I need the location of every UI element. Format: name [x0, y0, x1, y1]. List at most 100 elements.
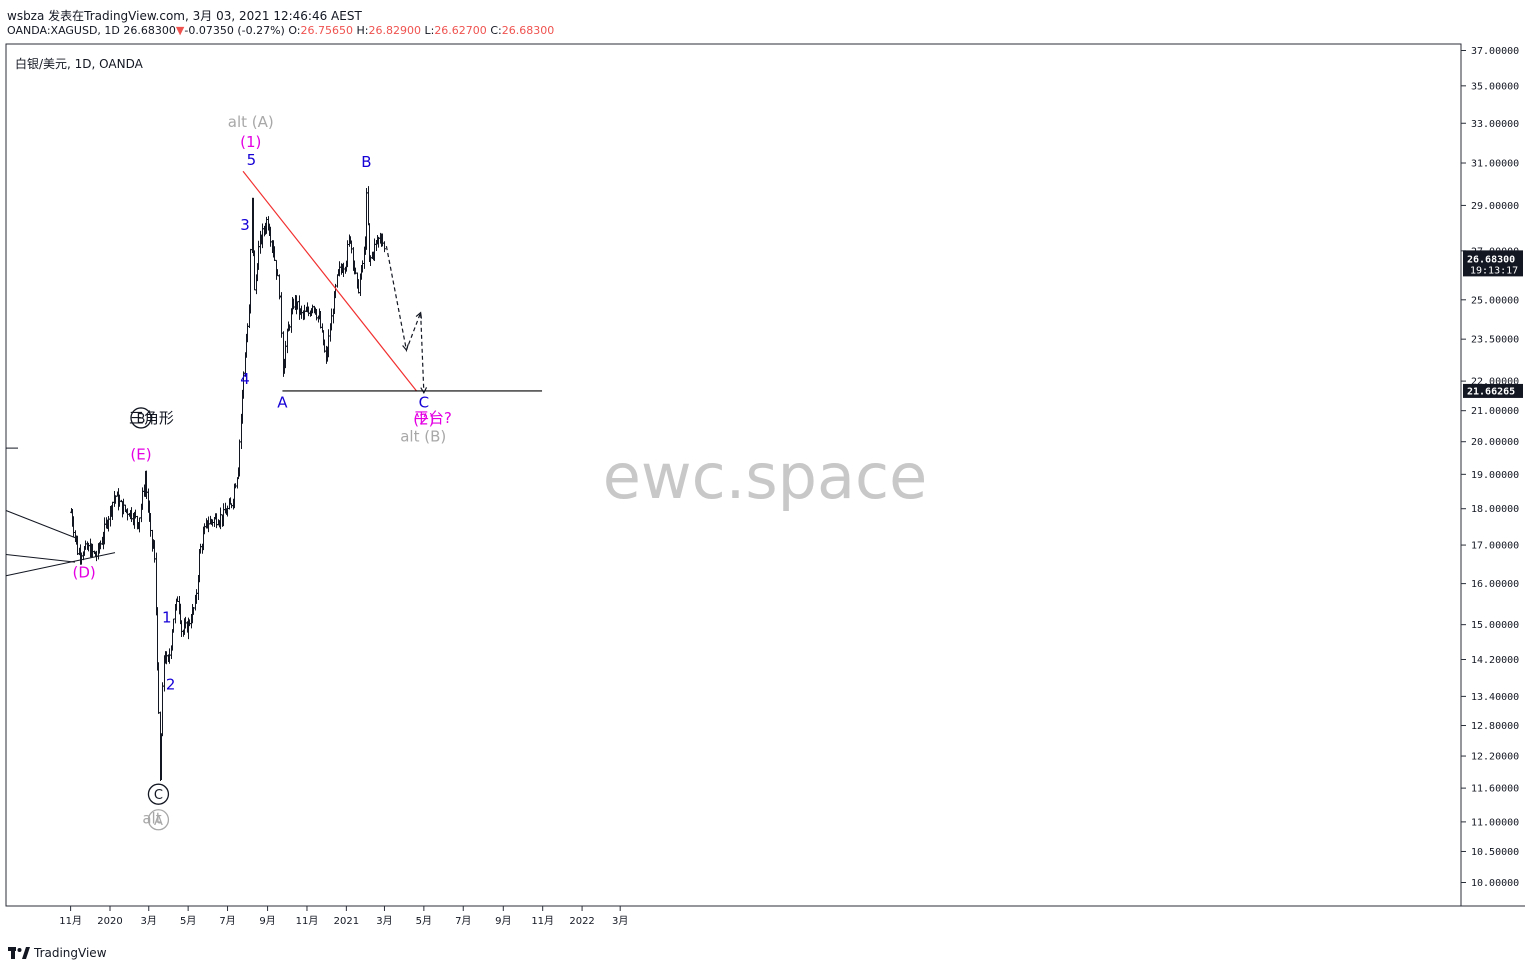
wave-label: alt (B)	[400, 428, 446, 446]
ohlc-bar	[383, 241, 386, 253]
watermark: ewc.space	[603, 440, 928, 513]
y-tick-label: 29.00000	[1471, 201, 1519, 212]
x-tick-label: 11月	[59, 915, 82, 927]
x-tick-label: 3月	[376, 915, 392, 927]
ohlc-bar	[249, 248, 252, 314]
y-tick-label: 11.00000	[1471, 817, 1519, 828]
wave-label-circle	[130, 407, 152, 429]
wave-label: 2	[166, 675, 176, 693]
triangle-line-lower	[5, 552, 116, 577]
red-trendline	[242, 170, 418, 392]
x-tick-label: 2021	[334, 916, 359, 927]
close-value: 26.68300	[501, 24, 555, 37]
y-tick-label: 12.20000	[1471, 752, 1519, 763]
ohlc-bar	[280, 292, 283, 338]
high-value: 26.82900	[368, 24, 421, 37]
symbol-title: 白银/美元, 1D, OANDA	[15, 57, 143, 71]
wave-label: 5	[247, 151, 257, 169]
y-tick-label: 33.00000	[1471, 119, 1519, 130]
wave-label: 3	[240, 216, 250, 234]
last-price-countdown: 19:13:17	[1470, 265, 1518, 276]
wave-label: B	[361, 153, 371, 171]
open-value: 26.75650	[300, 24, 353, 37]
x-tick-label: 3月	[612, 915, 628, 927]
x-tick-label: 11月	[296, 915, 319, 927]
symbol-info: OANDA:XAGUSD, 1D	[7, 24, 120, 37]
x-tick-label: 9月	[259, 915, 275, 927]
y-tick-label: 13.40000	[1471, 692, 1519, 703]
wave-label: C	[154, 788, 163, 803]
wave-label: C	[419, 394, 429, 412]
publish-info: wsbza 发表在TradingView.com, 3月 03, 2021 12…	[7, 9, 362, 23]
x-tick-label: 2020	[97, 916, 122, 927]
y-tick-label: 19.00000	[1471, 470, 1519, 481]
y-tick-label: 12.80000	[1471, 721, 1519, 732]
last-price-value: 26.68300	[1467, 254, 1515, 265]
ohlc-bar	[367, 186, 370, 226]
projection-arrowhead	[415, 311, 423, 319]
ohlc-bar	[336, 274, 339, 288]
x-tick-label: 5月	[416, 915, 432, 927]
wave-label: B	[137, 412, 146, 427]
y-tick-label: 16.00000	[1471, 579, 1519, 590]
wave-label: (E)	[130, 445, 151, 463]
y-tick-label: 15.00000	[1471, 620, 1519, 631]
y-tick-label: 18.00000	[1471, 504, 1519, 515]
ohlc-bar	[141, 487, 144, 510]
ohlc-bar	[156, 607, 159, 671]
x-tick-label: 5月	[180, 915, 196, 927]
x-tick-label: 3月	[141, 915, 157, 927]
y-tick-label: 17.00000	[1471, 541, 1519, 552]
wave-label: A	[154, 814, 163, 829]
y-tick-label: 10.00000	[1471, 878, 1519, 889]
x-tick-label: 7月	[219, 915, 235, 927]
change-value: -0.07350 (-0.27%)	[184, 24, 285, 37]
ohlc-bars	[70, 186, 386, 782]
wave-label-circle	[147, 783, 170, 805]
wave-label: 4	[240, 370, 250, 388]
y-tick-label: 11.60000	[1471, 784, 1519, 795]
y-tick-label: 21.00000	[1471, 406, 1519, 417]
y-tick-label: 20.00000	[1471, 437, 1519, 448]
wave-label: 三角形	[129, 409, 174, 427]
y-tick-label: 37.00000	[1471, 46, 1519, 57]
x-tick-label: 2022	[569, 916, 594, 927]
footer-brand-label: TradingView	[34, 946, 107, 960]
level-price-tag	[1463, 383, 1523, 398]
y-tick-label: 25.00000	[1471, 295, 1519, 306]
last-price-tag	[1463, 250, 1523, 277]
low-value: 26.62700	[434, 24, 487, 37]
wave-label: A	[277, 394, 288, 412]
footer-brand[interactable]: TradingView	[8, 945, 107, 961]
x-tick-label: 9月	[495, 915, 511, 927]
y-tick-label: 31.00000	[1471, 159, 1519, 170]
ohlc-bar	[350, 240, 353, 254]
wave-label: (D)	[73, 564, 96, 582]
wave-label-circle	[147, 809, 170, 831]
ohlc-bar	[298, 295, 301, 320]
wave-label: 1	[162, 609, 172, 627]
tradingview-logo-icon	[8, 947, 30, 959]
triangle-line-mid	[5, 553, 76, 563]
triangle-line-upper	[5, 510, 76, 539]
ohlc-bar	[161, 682, 164, 737]
y-tick-label: 23.50000	[1471, 335, 1519, 346]
x-tick-label: 11月	[531, 915, 554, 927]
ohlc-bar	[84, 540, 87, 550]
x-tick-label: 7月	[455, 915, 471, 927]
projection-arrowhead	[420, 387, 428, 395]
level-price-value: 21.66265	[1467, 386, 1515, 397]
last-value: 26.68300	[123, 24, 176, 37]
wave-label: (1)	[240, 133, 261, 151]
y-tick-label: 22.00000	[1471, 377, 1519, 388]
wave-label: alt (A)	[228, 113, 274, 131]
ohlc-bar	[253, 250, 256, 291]
ohlc-legend: OANDA:XAGUSD, 1D 26.68300▼-0.07350 (-0.2…	[7, 24, 555, 37]
wave-label: alt	[142, 810, 161, 828]
wave-label: (2)	[413, 410, 434, 428]
ohlc-bar	[278, 274, 281, 300]
y-tick-label: 35.00000	[1471, 81, 1519, 92]
ohlc-bar	[155, 552, 158, 616]
projection-arrowhead	[402, 344, 409, 352]
